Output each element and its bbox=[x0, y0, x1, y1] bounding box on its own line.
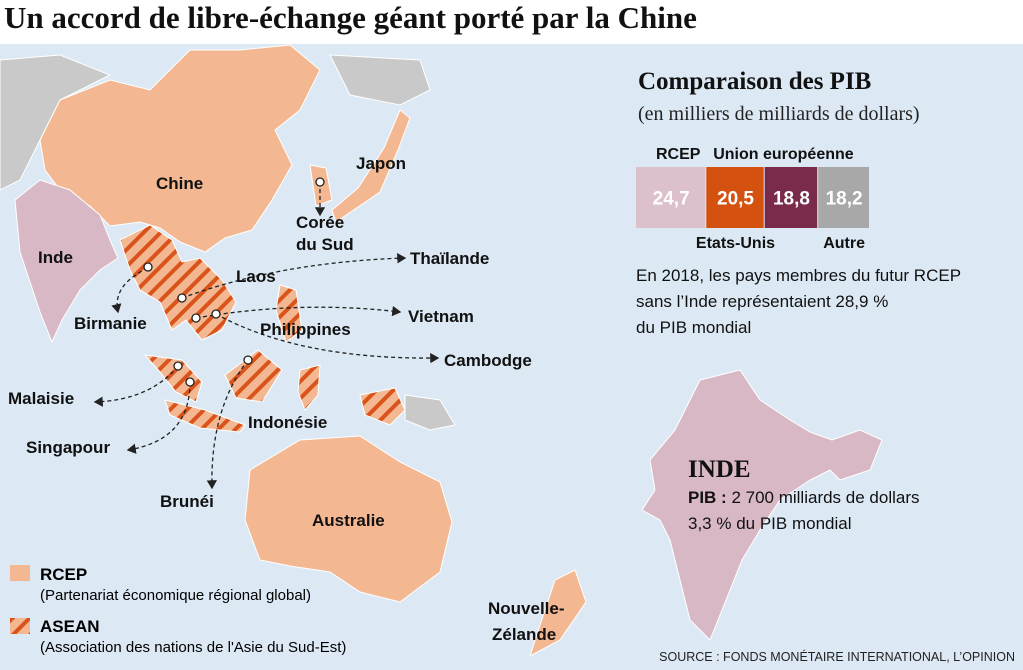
leader bbox=[215, 313, 440, 364]
chart-subtitle: (en milliers de milliards de dollars) bbox=[638, 103, 920, 125]
note: En 2018, les pays membres du futur RCEP … bbox=[636, 266, 961, 337]
segment-name: Autre bbox=[823, 235, 865, 252]
country-label: Corée bbox=[296, 213, 344, 232]
country-label: Brunéi bbox=[160, 492, 214, 511]
legend: RCEP (Partenariat économique régional gl… bbox=[10, 565, 346, 656]
land-australia bbox=[244, 435, 453, 603]
leader bbox=[181, 253, 407, 299]
inde-box: INDE PIB : 2 700 milliards de dollars 3,… bbox=[688, 456, 920, 533]
value-label: 18,8 bbox=[773, 189, 810, 210]
land-india bbox=[14, 179, 119, 344]
source: SOURCE : FONDS MONÉTAIRE INTERNATIONAL, … bbox=[659, 649, 1015, 664]
leader bbox=[126, 381, 191, 454]
land-asean bbox=[297, 364, 321, 411]
country-label: Laos bbox=[236, 267, 276, 286]
legend-description: (Association des nations de l'Asie du Su… bbox=[40, 639, 346, 656]
country-label: Zélande bbox=[492, 625, 556, 644]
leader bbox=[93, 365, 179, 407]
land-asean bbox=[143, 354, 203, 403]
land-asean bbox=[224, 349, 283, 403]
stacked-bar: 24,7 RCEP 20,5 Etats-Unis 18,8 Union européen… bbox=[636, 146, 869, 252]
bar-segment bbox=[818, 167, 869, 228]
chart-title: Comparaison des PIB bbox=[638, 68, 871, 95]
bar-segment bbox=[706, 167, 764, 228]
inde-pib-value: 2 700 milliards de dollars bbox=[727, 488, 920, 507]
land-asean bbox=[275, 284, 303, 343]
leader bbox=[206, 359, 249, 490]
country-label: Birmanie bbox=[74, 314, 147, 333]
land-asean bbox=[119, 224, 237, 341]
land-china bbox=[39, 44, 321, 253]
marker bbox=[191, 313, 201, 323]
land-other bbox=[329, 54, 431, 106]
inde-title: INDE bbox=[688, 456, 751, 483]
legend-name: RCEP bbox=[40, 565, 87, 584]
title: Un accord de libre-échange géant porté p… bbox=[4, 0, 697, 35]
inde-pib: PIB : 2 700 milliards de dollars bbox=[688, 488, 920, 507]
inde-pib-label: PIB : bbox=[688, 488, 727, 507]
map bbox=[0, 44, 883, 658]
value-label: 24,7 bbox=[653, 189, 690, 210]
land-new-zealand bbox=[529, 569, 587, 658]
legend-name: ASEAN bbox=[40, 617, 100, 636]
country-label: du Sud bbox=[296, 235, 354, 254]
marker bbox=[177, 293, 187, 303]
country-label: Malaisie bbox=[8, 389, 74, 408]
legend-description: (Partenariat économique régional global) bbox=[40, 587, 311, 604]
country-label: Australie bbox=[312, 511, 385, 530]
land-asean bbox=[164, 399, 246, 433]
bar-segment bbox=[636, 167, 706, 228]
leaders bbox=[93, 177, 440, 490]
bar-segment bbox=[764, 167, 818, 228]
country-label: Chine bbox=[156, 174, 203, 193]
land-other bbox=[404, 394, 456, 431]
marker bbox=[211, 309, 221, 319]
inde-share: 3,3 % du PIB mondial bbox=[688, 514, 851, 533]
country-label: Japon bbox=[356, 154, 406, 173]
value-label: 20,5 bbox=[717, 189, 754, 210]
country-label: Singapour bbox=[26, 438, 110, 457]
note-line: sans l’Inde représentaient 28,9 % bbox=[636, 292, 888, 311]
segment-name: RCEP bbox=[656, 146, 701, 163]
country-label: Nouvelle- bbox=[488, 599, 565, 618]
country-label: Thaïlande bbox=[410, 249, 489, 268]
segment-name: Etats-Unis bbox=[696, 235, 775, 252]
marker bbox=[185, 377, 195, 387]
country-label: Indonésie bbox=[248, 413, 327, 432]
land-asean bbox=[359, 387, 406, 426]
segment-name: Union européenne bbox=[713, 146, 854, 163]
marker bbox=[315, 177, 325, 187]
country-label: Cambodge bbox=[444, 351, 532, 370]
note-line: du PIB mondial bbox=[636, 318, 751, 337]
marker bbox=[243, 355, 253, 365]
land-india-large bbox=[641, 369, 883, 641]
legend-swatch bbox=[10, 618, 30, 634]
map-labels: Chine Japon Corée du Sud Inde Thaïlande … bbox=[8, 154, 565, 644]
land-japan bbox=[331, 109, 411, 223]
marker bbox=[173, 361, 183, 371]
note-line: En 2018, les pays membres du futur RCEP bbox=[636, 266, 961, 285]
value-label: 18,2 bbox=[826, 189, 863, 210]
country-label: Inde bbox=[38, 248, 73, 267]
legend-swatch bbox=[10, 565, 30, 581]
country-label: Vietnam bbox=[408, 307, 474, 326]
country-label: Philippines bbox=[260, 320, 351, 339]
marker bbox=[143, 262, 153, 272]
